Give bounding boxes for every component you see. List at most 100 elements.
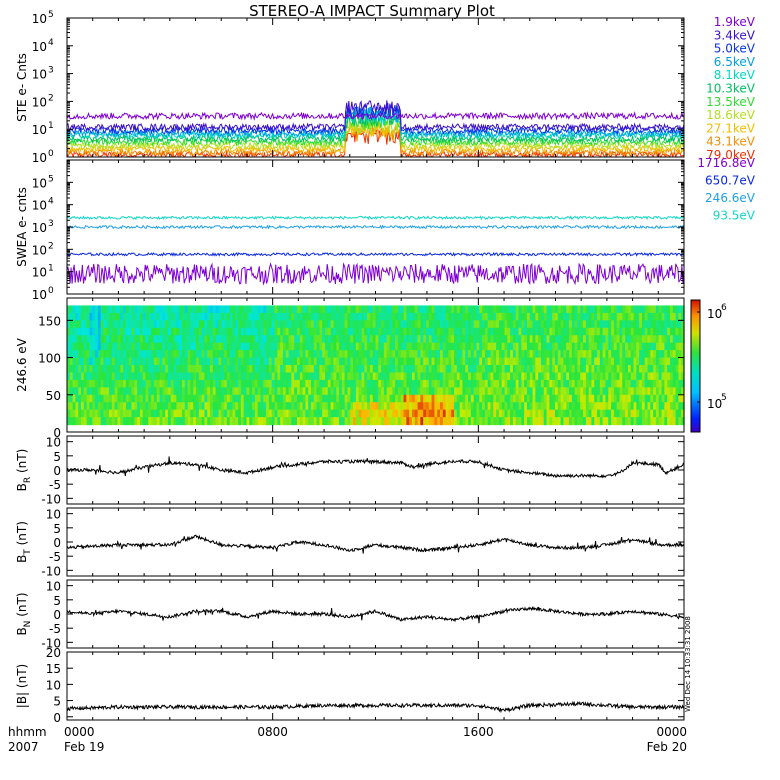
heatmap-cell [667, 379, 671, 388]
heatmap-cell [459, 312, 464, 321]
heatmap-cell [254, 417, 259, 426]
heatmap-cell [611, 327, 615, 336]
heatmap-cell [639, 357, 643, 366]
heatmap-cell [92, 387, 96, 396]
heatmap-cell [97, 312, 102, 321]
heatmap-cell [226, 342, 231, 351]
heatmap-cell [470, 320, 475, 329]
heatmap-cell [240, 394, 245, 403]
heatmap-cell [282, 335, 287, 344]
heatmap-cell [543, 394, 548, 403]
heatmap-cell [655, 417, 660, 426]
heatmap-cell [448, 357, 452, 366]
heatmap-cell [179, 342, 183, 351]
heatmap-cell [181, 320, 186, 329]
series-line [66, 534, 685, 554]
heatmap-cell [456, 320, 461, 329]
heatmap-cell [243, 305, 248, 314]
heatmap-cell [367, 365, 371, 374]
heatmap-cell [240, 327, 245, 336]
timestamp-stamp: Wed Dec 14 10:33:31 2008 [684, 616, 692, 712]
heatmap-cell [681, 365, 685, 374]
heatmap-cell [459, 387, 464, 396]
heatmap-cell [137, 387, 141, 396]
heatmap-cell [322, 357, 326, 366]
heatmap-cell [86, 342, 91, 351]
heatmap-cell [339, 365, 343, 374]
heatmap-cell [86, 402, 91, 411]
heatmap-cell [560, 417, 564, 426]
heatmap-cell [414, 342, 419, 351]
heatmap-cell [165, 417, 169, 426]
heatmap-cell [411, 394, 416, 403]
heatmap-cell [103, 357, 107, 366]
colorbar-label-bottom: 10 [707, 397, 722, 411]
heatmap-cell [215, 357, 220, 366]
y-tick-label: 0 [53, 426, 61, 440]
heatmap-cell [512, 387, 517, 396]
heatmap-cell [83, 357, 88, 366]
heatmap-cell [569, 312, 573, 321]
heatmap-cell [226, 402, 231, 411]
heatmap-cell [633, 402, 637, 411]
heatmap-cell [546, 409, 550, 418]
heatmap-cell [221, 312, 225, 321]
heatmap-cell [650, 342, 654, 351]
heatmap-cell [521, 320, 525, 329]
heatmap-cell [243, 327, 248, 336]
heatmap-cell [302, 357, 306, 366]
heatmap-cell [355, 365, 360, 374]
heatmap-cell [613, 409, 618, 418]
heatmap-cell [148, 394, 152, 403]
heatmap-cell [319, 320, 323, 329]
heatmap-cell [479, 372, 483, 381]
heatmap-cell [425, 312, 430, 321]
heatmap-cell [106, 357, 110, 366]
heatmap-cell [100, 327, 105, 336]
heatmap-cell [151, 379, 155, 388]
heatmap-cell [123, 335, 127, 344]
heatmap-cell [151, 335, 155, 344]
heatmap-cell [456, 327, 461, 336]
heatmap-cell [521, 387, 525, 396]
heatmap-cell [616, 335, 621, 344]
heatmap-cell [672, 327, 677, 336]
heatmap-cell [411, 327, 416, 336]
y-tick-label: -5 [49, 478, 61, 492]
heatmap-cell [493, 320, 497, 329]
heatmap-cell [111, 387, 116, 396]
heatmap-cell [605, 342, 609, 351]
heatmap-cell [504, 372, 508, 381]
heatmap-cell [375, 417, 379, 426]
heatmap-cell [658, 372, 663, 381]
heatmap-cell [288, 379, 292, 388]
heatmap-cell [389, 305, 393, 314]
y-axis-label-main: B [15, 483, 29, 491]
heatmap-cell [515, 335, 520, 344]
heatmap-cell [442, 327, 447, 336]
heatmap-cell [196, 312, 200, 321]
heatmap-cell [448, 372, 452, 381]
heatmap-cell [647, 305, 651, 314]
heatmap-cell [411, 312, 416, 321]
heatmap-cell [204, 365, 208, 374]
heatmap-cell [476, 402, 480, 411]
heatmap-cell [142, 320, 147, 329]
heatmap-cell [72, 379, 77, 388]
heatmap-cell [529, 327, 534, 336]
heatmap-cell [350, 305, 354, 314]
heatmap-cell [456, 387, 461, 396]
heatmap-cell [653, 312, 657, 321]
heatmap-cell [308, 402, 312, 411]
heatmap-cell [566, 417, 570, 426]
heatmap-cell [350, 379, 354, 388]
heatmap-cell [232, 365, 236, 374]
heatmap-cell [327, 357, 332, 366]
heatmap-cell [204, 320, 208, 329]
heatmap-cell [111, 409, 116, 418]
heatmap-cell [355, 417, 360, 426]
heatmap-cell [658, 312, 663, 321]
heatmap-cell [440, 312, 444, 321]
heatmap-cell [633, 365, 637, 374]
heatmap-cell [602, 342, 607, 351]
